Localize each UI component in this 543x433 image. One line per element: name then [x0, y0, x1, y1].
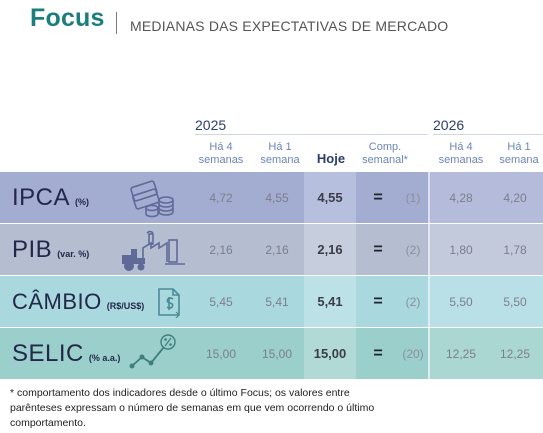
pib-comp-symbol: =: [373, 240, 383, 258]
col-header-ha1-2026: Há 1 semana: [499, 141, 539, 166]
table-row-selic: SELIC (% a.a.) 15,00 15,00 15,00 = (20) 1…: [0, 328, 543, 379]
pib-2025-ha4: 2,16: [209, 242, 233, 257]
selic-2026-ha1: 12,25: [499, 346, 531, 361]
selic-2025-ha4: 15,00: [205, 346, 237, 361]
col-header-ha4-2026: Há 4 semanas: [438, 141, 484, 166]
year-2025-label: 2025: [195, 117, 227, 133]
col-header-ha4-2025: Há 4 semanas: [198, 141, 244, 166]
selic-comp-weeks: (20): [402, 346, 424, 361]
ipca-2025-hoje: 4,55: [317, 190, 343, 205]
hoje-cell-bg: [304, 276, 356, 327]
pib-2026-ha1: 1,78: [503, 242, 527, 257]
header-divider: [116, 12, 117, 34]
ipca-comp-weeks: (1): [405, 190, 421, 205]
cambio-2025-ha1: 5,41: [265, 294, 289, 309]
pib-2025-hoje: 2,16: [317, 242, 343, 257]
hoje-cell-bg: [304, 328, 356, 379]
pib-2025-ha1: 2,16: [265, 242, 289, 257]
hoje-cell-bg: [304, 172, 356, 223]
selic-2025-hoje: 15,00: [313, 346, 347, 361]
pib-2026-ha4: 1,80: [449, 242, 473, 257]
hoje-cell-bg: [304, 224, 356, 275]
cambio-2026-ha1: 5,50: [503, 294, 527, 309]
cambio-comp-symbol: =: [373, 292, 383, 310]
coins-icon: [128, 178, 176, 223]
cambio-2026-ha4: 5,50: [449, 294, 473, 309]
year-2026-cell-bg: [430, 276, 543, 327]
ipca-comp-symbol: =: [373, 188, 383, 206]
year-2026-underline: [433, 134, 543, 135]
ipca-2026-ha4: 4,28: [449, 190, 473, 205]
dollar-doc-icon: [156, 286, 182, 323]
year-2026-label: 2026: [433, 117, 465, 133]
year-2026-cell-bg: [430, 328, 543, 379]
row-label-selic: SELIC (% a.a.): [12, 339, 121, 367]
selic-2025-ha1: 15,00: [261, 346, 293, 361]
cambio-2025-ha4: 5,45: [209, 294, 233, 309]
cambio-comp-weeks: (2): [405, 294, 421, 309]
selic-2026-ha4: 12,25: [445, 346, 477, 361]
year-column-divider: [428, 172, 430, 379]
row-label-pib: PIB (var. %): [12, 235, 90, 263]
table-row-cambio: CÂMBIO (R$/US$) 5,45 5,41 5,41 = (2) 5,50…: [0, 276, 543, 327]
cambio-2025-hoje: 5,41: [317, 294, 343, 309]
table-row-pib: PIB (var. %) 2,16 2,16 2,16 = (2) 1,80 1,…: [0, 224, 543, 275]
selic-comp-symbol: =: [373, 344, 383, 362]
footnote: * comportamento dos indicadores desde o …: [10, 387, 375, 429]
pib-comp-weeks: (2): [405, 242, 421, 257]
col-header-hoje: Hoje: [316, 151, 346, 166]
table-row-ipca: IPCA (%) 4,72 4,55 4,55 = (1) 4,28 4,20: [0, 172, 543, 223]
trend-percent-icon: [128, 332, 178, 379]
brand-title: Focus: [30, 4, 105, 32]
ipca-2026-ha1: 4,20: [503, 190, 527, 205]
year-2025-underline: [195, 134, 428, 135]
year-2026-cell-bg: [430, 224, 543, 275]
factory-tractor-icon: [117, 230, 185, 277]
year-2026-cell-bg: [430, 172, 543, 223]
row-label-ipca: IPCA (%): [12, 183, 90, 211]
ipca-2025-ha4: 4,72: [209, 190, 233, 205]
row-label-cambio: CÂMBIO (R$/US$): [12, 288, 145, 314]
col-header-comp-semanal: Comp. semanal*: [362, 141, 408, 166]
ipca-2025-ha1: 4,55: [265, 190, 289, 205]
col-header-ha1-2025: Há 1 semana: [260, 141, 300, 166]
header-subtitle: MEDIANAS DAS EXPECTATIVAS DE MERCADO: [130, 18, 449, 34]
